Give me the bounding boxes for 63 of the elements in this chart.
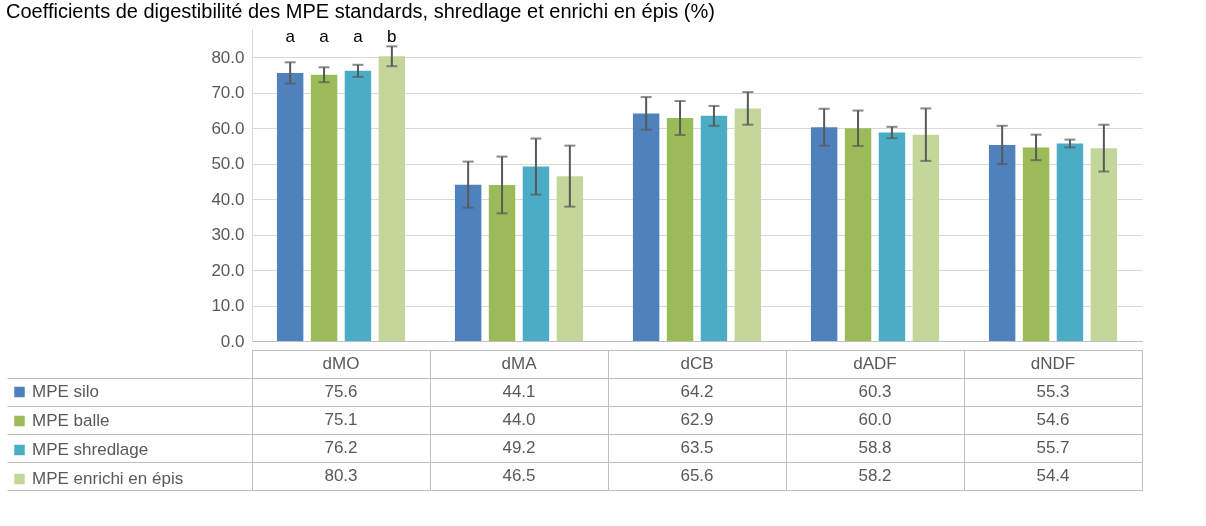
legend-label: MPE shredlage (32, 440, 149, 459)
y-tick-label: 30.0 (211, 225, 245, 245)
y-tick-label: 60.0 (211, 118, 245, 138)
bar (378, 56, 406, 341)
data-label: 80.3 (324, 466, 358, 485)
y-tick-label: 0.0 (220, 331, 245, 351)
data-label: 75.6 (324, 382, 358, 401)
legend-label: MPE balle (32, 411, 110, 430)
bar (488, 185, 516, 341)
y-tick-label: 10.0 (211, 296, 245, 316)
data-label: 46.5 (502, 466, 536, 485)
x-tick-label: dADF (853, 354, 897, 373)
data-label: 60.3 (858, 382, 892, 401)
data-label: 65.6 (680, 466, 714, 485)
data-label: 55.3 (1036, 382, 1070, 401)
bar (666, 117, 694, 341)
data-label: 63.5 (680, 438, 714, 457)
bar (988, 144, 1016, 341)
data-label: 44.1 (502, 382, 536, 401)
data-label: 75.1 (324, 410, 358, 429)
bar (310, 74, 338, 341)
bar (556, 176, 584, 341)
legend-label: MPE enrichi en épis (32, 469, 184, 488)
bar (878, 132, 906, 341)
bar (912, 134, 940, 341)
y-tick-label: 70.0 (211, 83, 245, 103)
data-label: 54.4 (1036, 466, 1070, 485)
bar (734, 108, 762, 341)
data-label: 44.0 (502, 410, 536, 429)
data-label: 54.6 (1036, 410, 1070, 429)
bar (844, 128, 872, 341)
x-tick-label: dMO (322, 354, 360, 373)
y-tick-label: 20.0 (211, 260, 245, 280)
annotation: a (353, 27, 364, 46)
annotation: a (319, 27, 330, 46)
bar (810, 127, 838, 341)
bar (454, 184, 482, 341)
bar (632, 113, 660, 341)
annotation: b (387, 27, 397, 46)
bar (700, 115, 728, 341)
legend-label: MPE silo (32, 382, 100, 401)
annotation: a (285, 27, 296, 46)
y-tick-label: 50.0 (211, 154, 245, 174)
bar (276, 72, 304, 341)
data-label: 76.2 (324, 438, 358, 457)
bar (344, 70, 372, 341)
x-tick-label: dNDF (1030, 354, 1076, 373)
y-tick-label: 40.0 (211, 189, 245, 209)
bar (522, 166, 550, 341)
data-label: 64.2 (680, 382, 714, 401)
data-label: 49.2 (502, 438, 536, 457)
chart-title: Coefficients de digestibilité des MPE standards, shredlage et enrichi en épis (%) (6, 0, 715, 22)
data-label: 60.0 (858, 410, 892, 429)
data-label: 58.2 (858, 466, 892, 485)
data-label: 62.9 (680, 410, 714, 429)
bar (1022, 147, 1050, 341)
x-tick-label: dMA (501, 354, 538, 373)
bar (1056, 143, 1084, 341)
data-label: 58.8 (858, 438, 892, 457)
bar (1090, 148, 1118, 341)
data-label: 55.7 (1036, 438, 1070, 457)
x-tick-label: dCB (680, 354, 714, 373)
y-tick-label: 80.0 (211, 47, 245, 67)
